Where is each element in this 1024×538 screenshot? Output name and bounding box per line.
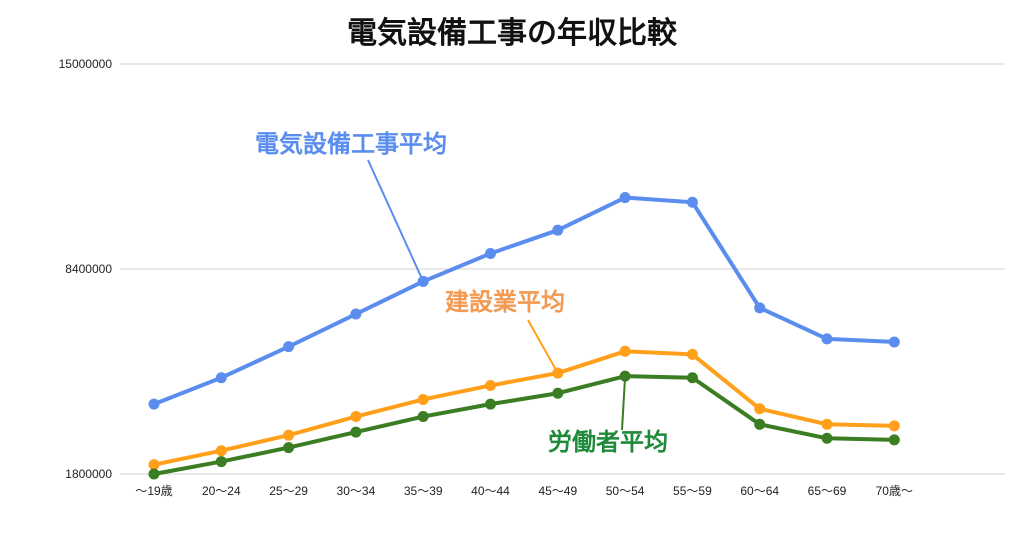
data-point: [821, 418, 833, 430]
data-point: [148, 459, 160, 471]
data-point: [485, 398, 496, 410]
x-tick-labels: 〜19歳 20〜24 25〜29 30〜34 35〜39 40〜44 45〜49 50〜54 5…: [135, 484, 913, 498]
data-point: [283, 429, 295, 441]
data-point: [417, 393, 429, 405]
x-tick-label: 35〜39: [404, 484, 443, 498]
series-label: 建設業平均: [445, 288, 565, 316]
x-tick-label: 50〜54: [606, 484, 645, 498]
leader-line: [527, 319, 559, 374]
y-tick-label: 15000000: [59, 57, 113, 71]
data-point: [215, 372, 227, 384]
data-point: [283, 442, 295, 454]
chart-title: 電気設備工事の年収比較: [347, 16, 677, 51]
gridlines: [120, 63, 1005, 475]
series-line: [153, 374, 895, 476]
data-point: [686, 348, 698, 360]
x-tick-label: 40〜44: [471, 484, 510, 498]
data-point: [754, 403, 766, 415]
data-point: [283, 341, 295, 353]
x-tick-label: 65〜69: [808, 484, 847, 498]
data-point: [485, 379, 496, 391]
series-line: [153, 349, 895, 467]
data-point: [148, 468, 160, 480]
data-point: [619, 345, 631, 357]
series-lines: [148, 192, 900, 480]
data-point: [350, 426, 362, 438]
x-tick-label: 70歳〜: [876, 484, 913, 498]
data-point: [350, 308, 362, 320]
x-tick-label: 25〜29: [269, 484, 308, 498]
x-tick-label: 60〜64: [740, 484, 779, 498]
data-point: [686, 196, 698, 208]
data-point: [485, 247, 496, 259]
x-tick-label: 〜19歳: [135, 484, 172, 498]
data-point: [148, 398, 160, 410]
data-point: [754, 418, 766, 430]
leader-line: [367, 159, 425, 282]
data-point: [552, 224, 564, 236]
x-tick-label: 55〜59: [673, 484, 712, 498]
x-tick-label: 45〜49: [538, 484, 577, 498]
data-point: [821, 333, 833, 345]
x-tick-label: 30〜34: [337, 484, 376, 498]
series-line: [153, 195, 895, 406]
x-tick-label: 20〜24: [202, 484, 241, 498]
data-point: [821, 432, 833, 444]
y-tick-label: 1800000: [65, 467, 112, 481]
data-point: [888, 434, 900, 446]
series-label: 電気設備工事平均: [255, 130, 447, 158]
data-point: [888, 420, 900, 432]
y-tick-labels: 1800000 8400000 15000000: [59, 57, 113, 481]
data-point: [350, 411, 362, 423]
data-point: [552, 387, 564, 399]
series-label: 労働者平均: [548, 428, 668, 456]
data-point: [619, 192, 631, 204]
y-tick-label: 8400000: [65, 262, 112, 276]
data-point: [888, 336, 900, 348]
data-point: [215, 445, 227, 457]
leader-line: [621, 376, 627, 431]
data-point: [754, 302, 766, 314]
data-point: [686, 372, 698, 384]
data-point: [417, 411, 429, 423]
data-point: [215, 456, 227, 468]
